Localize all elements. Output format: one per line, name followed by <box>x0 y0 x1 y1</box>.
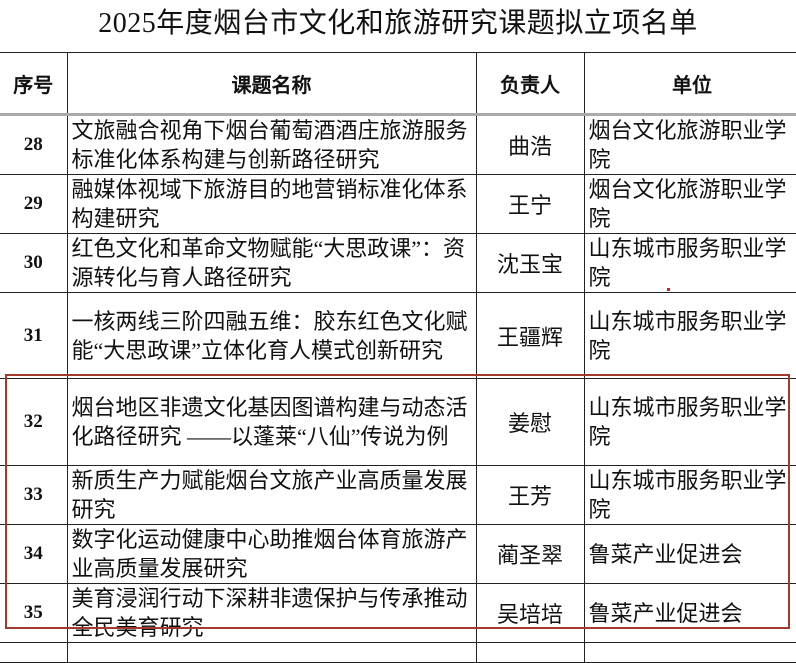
empty-cell <box>0 642 68 663</box>
row-person: 曲浩 <box>475 114 585 175</box>
header-number: 序号 <box>0 52 68 116</box>
table-row: 33 新质生产力赋能烟台文旅产业高质量发展研究 王芳 山东城市服务职业学院 <box>0 465 796 525</box>
row-person: 王芳 <box>475 465 585 525</box>
table-row: 31 一核两线三阶四融五维：胶东红色文化赋能“大思政课”立体化育人模式创新研究 … <box>0 292 796 379</box>
page-title: 2025年度烟台市文化和旅游研究课题拟立项名单 <box>98 8 698 39</box>
empty-cell <box>475 642 585 663</box>
row-topic: 烟台地区非遗文化基因图谱构建与动态活化路径研究 ——以蓬莱“八仙”传说为例 <box>66 378 477 466</box>
row-person: 沈玉宝 <box>475 233 585 293</box>
header-unit: 单位 <box>583 52 796 116</box>
row-person: 吴培培 <box>475 583 585 643</box>
row-unit: 山东城市服务职业学院 <box>583 292 796 379</box>
table-row: 35 美育浸润行动下深耕非遗保护与传承推动全民美育研究 吴培培 鲁菜产业促进会 <box>0 583 796 643</box>
red-mark <box>667 288 670 291</box>
row-number: 32 <box>0 378 68 466</box>
row-number: 35 <box>0 583 68 643</box>
row-number: 30 <box>0 233 68 293</box>
row-person: 蔺圣翠 <box>475 524 585 584</box>
row-number: 33 <box>0 465 68 525</box>
table-row: 28 文旅融合视角下烟台葡萄酒酒庄旅游服务标准化体系构建与创新路径研究 曲浩 烟… <box>0 114 796 175</box>
row-person: 王疆辉 <box>475 292 585 379</box>
empty-cell <box>66 642 477 663</box>
row-unit: 山东城市服务职业学院 <box>583 465 796 525</box>
row-number: 29 <box>0 174 68 234</box>
row-unit: 鲁菜产业促进会 <box>583 524 796 584</box>
table-row: 32 烟台地区非遗文化基因图谱构建与动态活化路径研究 ——以蓬莱“八仙”传说为例… <box>0 378 796 466</box>
header-person: 负责人 <box>475 52 585 116</box>
row-person: 姜慰 <box>475 378 585 466</box>
header-topic: 课题名称 <box>66 52 477 116</box>
row-topic: 美育浸润行动下深耕非遗保护与传承推动全民美育研究 <box>66 583 477 643</box>
row-topic: 红色文化和革命文物赋能“大思政课”：资源转化与育人路径研究 <box>66 233 477 293</box>
row-topic: 融媒体视域下旅游目的地营销标准化体系构建研究 <box>66 174 477 234</box>
table-header-row: 序号 课题名称 负责人 单位 <box>0 52 796 116</box>
table-row: 30 红色文化和革命文物赋能“大思政课”：资源转化与育人路径研究 沈玉宝 山东城… <box>0 233 796 293</box>
project-table: 序号 课题名称 负责人 单位 28 文旅融合视角下烟台葡萄酒酒庄旅游服务标准化体… <box>0 52 796 663</box>
row-number: 34 <box>0 524 68 584</box>
row-number: 28 <box>0 114 68 175</box>
row-number: 31 <box>0 292 68 379</box>
row-topic: 一核两线三阶四融五维：胶东红色文化赋能“大思政课”立体化育人模式创新研究 <box>66 292 477 379</box>
table-row: 34 数字化运动健康中心助推烟台体育旅游产业高质量发展研究 蔺圣翠 鲁菜产业促进… <box>0 524 796 584</box>
row-unit: 烟台文化旅游职业学院 <box>583 114 796 175</box>
row-unit: 山东城市服务职业学院 <box>583 378 796 466</box>
empty-row <box>0 642 796 663</box>
row-unit: 烟台文化旅游职业学院 <box>583 174 796 234</box>
empty-cell <box>583 642 796 663</box>
row-topic: 数字化运动健康中心助推烟台体育旅游产业高质量发展研究 <box>66 524 477 584</box>
row-unit: 鲁菜产业促进会 <box>583 583 796 643</box>
table-row: 29 融媒体视域下旅游目的地营销标准化体系构建研究 王宁 烟台文化旅游职业学院 <box>0 174 796 234</box>
row-topic: 文旅融合视角下烟台葡萄酒酒庄旅游服务标准化体系构建与创新路径研究 <box>66 114 477 175</box>
row-topic: 新质生产力赋能烟台文旅产业高质量发展研究 <box>66 465 477 525</box>
row-person: 王宁 <box>475 174 585 234</box>
row-unit: 山东城市服务职业学院 <box>583 233 796 293</box>
